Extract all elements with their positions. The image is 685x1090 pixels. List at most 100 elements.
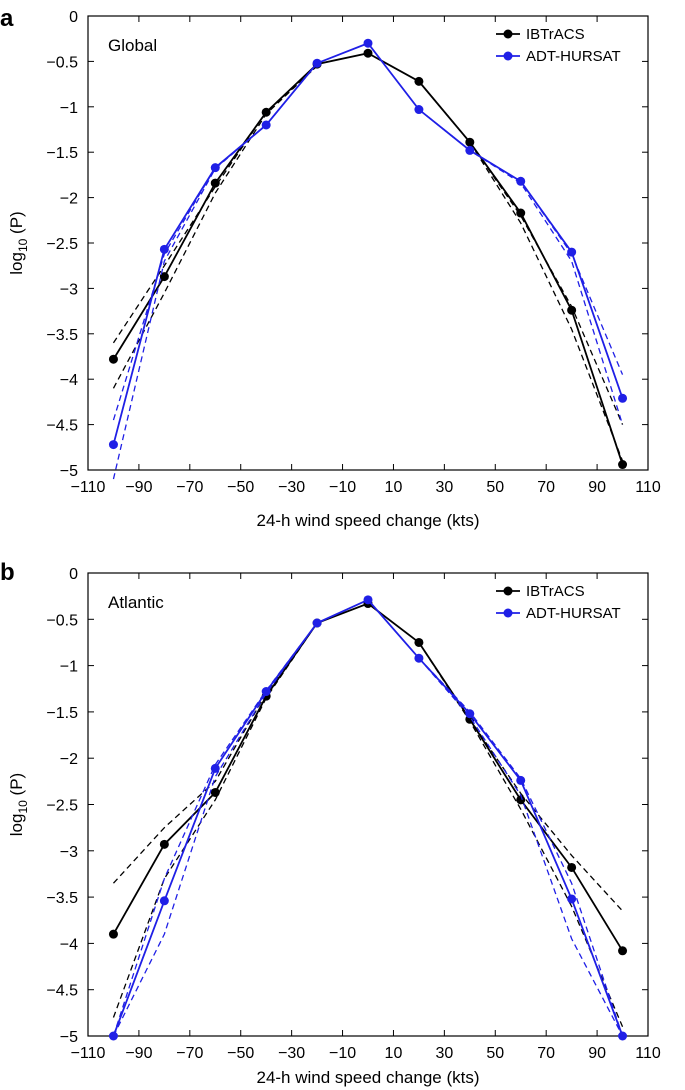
x-tick-label: 30 (435, 479, 453, 496)
data-point (516, 795, 526, 805)
x-tick-label: −50 (227, 479, 254, 496)
data-point (465, 145, 475, 155)
y-tick-label: 0 (69, 566, 78, 583)
x-tick-label: −110 (71, 479, 106, 496)
y-tick-label: −3.5 (46, 327, 78, 344)
x-tick-label: −10 (329, 1045, 356, 1062)
y-axis-label-base: log (7, 814, 26, 837)
y-axis-label-base: log (7, 252, 26, 275)
data-point (567, 305, 577, 315)
fit-line (112, 622, 318, 884)
data-point (516, 208, 526, 218)
data-point (567, 247, 577, 257)
fit-line (112, 62, 318, 421)
y-tick-label: −4.5 (46, 418, 78, 435)
data-point (210, 163, 220, 173)
fit-line (418, 657, 624, 1037)
data-point (516, 775, 526, 785)
data-point (312, 618, 322, 628)
x-tick-label: 70 (537, 479, 555, 496)
x-tick-label: 110 (635, 479, 661, 496)
legend: IBTrACS ADT-HURSAT (496, 26, 621, 65)
legend-label: ADT-HURSAT (526, 605, 621, 622)
data-point (159, 896, 169, 906)
data-point (210, 787, 220, 797)
data-point (108, 440, 118, 450)
data-point (414, 637, 424, 647)
data-point (567, 862, 577, 872)
x-axis-label: 24-h wind speed change (kts) (256, 1068, 479, 1087)
y-axis-label: log10 (P) (7, 211, 30, 274)
region-label: Atlantic (108, 593, 164, 612)
y-tick-label: −2 (60, 191, 78, 208)
legend-marker (503, 586, 513, 596)
x-tick-label: 50 (486, 1045, 504, 1062)
data-point (516, 176, 526, 186)
y-tick-label: −4 (60, 372, 78, 389)
data-point (465, 709, 475, 719)
data-point (465, 137, 475, 147)
data-point (363, 595, 373, 605)
data-point (618, 1031, 628, 1041)
x-tick-label: −90 (125, 1045, 152, 1062)
panel-b: −110 −90 −70 −50 −30 −10 10 30 50 70 90 110 0 −0.5 −1 −… (0, 559, 661, 1087)
data-point (159, 839, 169, 849)
fit-line (112, 62, 318, 480)
series-adt-hursat (108, 595, 628, 1041)
data-point (261, 687, 271, 697)
series-adt-hursat (108, 38, 628, 480)
data-point (261, 120, 271, 130)
x-tick-label: −90 (125, 479, 152, 496)
legend-marker (503, 51, 513, 61)
x-tick-label: −110 (71, 1045, 106, 1062)
region-label: Global (108, 36, 157, 55)
data-point (108, 1031, 118, 1041)
series-ibtracs (108, 599, 628, 1027)
data-point (618, 946, 628, 956)
panel-a: −110 −90 −70 −50 −30 −10 10 30 50 70 90 110 0 −0.5 −1 −… (0, 5, 661, 530)
x-tick-label: 10 (385, 479, 403, 496)
x-tick-label: −70 (176, 1045, 203, 1062)
data-point (618, 393, 628, 403)
legend: IBTrACS ADT-HURSAT (496, 583, 621, 622)
y-tick-label: −2 (60, 751, 78, 768)
legend-marker (503, 29, 513, 39)
data-point (414, 653, 424, 663)
y-tick-label: −1.5 (46, 705, 78, 722)
data-point (210, 763, 220, 773)
x-tick-label: 30 (435, 1045, 453, 1062)
fit-line (418, 109, 624, 375)
fit-line (112, 622, 318, 1018)
data-point (108, 929, 118, 939)
fit-line (418, 657, 624, 1037)
data-point (414, 76, 424, 86)
series-line (112, 52, 624, 465)
x-tick-label: −30 (278, 1045, 305, 1062)
y-axis-label-subscript: 10 (16, 800, 30, 814)
y-tick-label: −5 (60, 1029, 78, 1046)
y-axis-label-arg: (P) (7, 773, 26, 800)
x-tick-label: 90 (588, 1045, 606, 1062)
fit-line (112, 622, 318, 1037)
x-tick-label: −30 (278, 479, 305, 496)
plot-frame (87, 572, 649, 1037)
data-point (108, 354, 118, 364)
y-tick-label: −3.5 (46, 890, 78, 907)
y-tick-label: −3 (60, 281, 78, 298)
data-point (567, 894, 577, 904)
legend-label: IBTrACS (526, 26, 585, 43)
x-tick-label: −10 (329, 479, 356, 496)
x-tick-label: −50 (227, 1045, 254, 1062)
data-point (210, 178, 220, 188)
y-tick-label: −3 (60, 844, 78, 861)
x-tick-label: 70 (537, 1045, 555, 1062)
series-ibtracs (108, 48, 628, 470)
panel-letter: a (0, 5, 14, 32)
x-tick-label: 10 (385, 1045, 403, 1062)
x-tick-label: 50 (486, 479, 504, 496)
y-axis-label-subscript: 10 (16, 238, 30, 252)
fit-line (418, 642, 624, 1027)
y-tick-label: −5 (60, 463, 78, 480)
x-axis-label: 24-h wind speed change (kts) (256, 511, 479, 530)
